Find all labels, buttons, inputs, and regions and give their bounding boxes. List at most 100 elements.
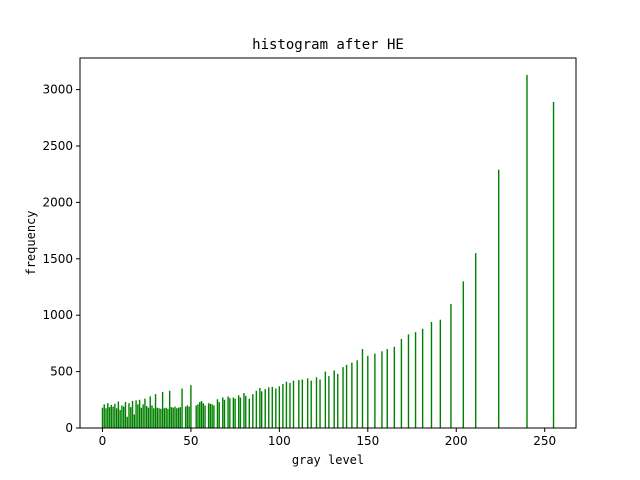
histogram-bar <box>149 396 151 428</box>
histogram-bar <box>289 382 291 428</box>
histogram-bar <box>204 405 206 428</box>
histogram-bar <box>298 380 300 428</box>
histogram-bar <box>239 397 242 428</box>
histogram-bar <box>430 321 433 428</box>
histogram-bar <box>181 388 183 428</box>
histogram-bar <box>158 408 160 428</box>
histogram-bar <box>154 394 157 428</box>
histogram-bar <box>156 407 158 428</box>
y-tick-label: 1500 <box>42 252 73 266</box>
histogram-bar <box>234 398 236 428</box>
histogram-bar <box>165 407 167 428</box>
histogram-bar <box>151 405 153 428</box>
histogram-bar <box>186 405 189 428</box>
histogram-bar <box>184 406 187 428</box>
histogram-bar <box>414 332 417 428</box>
histogram-bar <box>245 395 247 428</box>
histogram-bar <box>324 371 327 428</box>
histogram-bar <box>207 403 210 428</box>
histogram-bar <box>243 393 245 428</box>
x-axis-label: gray level <box>292 453 364 467</box>
histogram-bar <box>232 397 235 428</box>
histogram-bar <box>337 373 339 428</box>
histogram-bar <box>367 355 369 428</box>
y-ticks: 0 500 1000 1500 2000 2500 3000 <box>42 83 80 435</box>
histogram-bar <box>255 390 258 428</box>
histogram-bar <box>222 397 224 428</box>
histogram-bar <box>407 334 410 428</box>
histogram-bar <box>374 353 376 428</box>
histogram-bar <box>285 381 288 428</box>
histogram-bar <box>237 395 240 428</box>
histogram-bar <box>172 407 174 428</box>
histogram-bar <box>199 402 201 428</box>
histogram-bar <box>138 399 141 428</box>
y-tick-label: 2000 <box>42 195 73 209</box>
histogram-bar <box>110 404 113 429</box>
histogram-bar <box>174 406 176 428</box>
histogram-bar <box>268 387 270 428</box>
x-tick-label: 0 <box>99 434 107 448</box>
histogram-bar <box>197 404 199 428</box>
histogram-bar <box>259 387 261 428</box>
histogram-bar <box>135 400 137 428</box>
bars-group <box>101 74 555 429</box>
histogram-bar <box>400 338 403 428</box>
histogram-bar <box>153 408 155 428</box>
histogram-bar <box>282 384 284 428</box>
x-tick-label: 250 <box>533 434 556 448</box>
histogram-bar <box>145 406 148 428</box>
chart-title: histogram after HE <box>252 37 404 53</box>
histogram-bar <box>345 364 348 428</box>
histogram-bar <box>124 402 127 428</box>
histogram-bar <box>130 407 132 428</box>
x-ticks: 0 50 100 150 200 250 <box>99 428 556 448</box>
histogram-bar <box>498 169 500 428</box>
y-tick-label: 3000 <box>42 83 73 97</box>
x-tick-label: 150 <box>356 434 379 448</box>
histogram-bar <box>133 414 136 428</box>
histogram-bar <box>310 380 312 428</box>
histogram-bar <box>439 319 442 428</box>
y-tick-label: 500 <box>50 365 73 379</box>
x-tick-label: 50 <box>183 434 198 448</box>
x-tick-label: 200 <box>445 434 468 448</box>
histogram-bar <box>105 408 107 428</box>
y-axis-label: frequency <box>24 210 38 275</box>
histogram-bar <box>248 398 250 428</box>
histogram-bar <box>121 405 123 428</box>
histogram-bar <box>103 404 105 428</box>
axes-frame <box>79 57 577 429</box>
histogram-bar <box>107 403 109 428</box>
histogram-bar <box>114 403 116 428</box>
histogram-bar <box>351 362 353 428</box>
histogram-bar <box>260 391 263 428</box>
histogram-bar <box>195 405 197 428</box>
y-tick-label: 1000 <box>42 308 73 322</box>
histogram-bar <box>526 74 528 429</box>
histogram-bar <box>161 391 164 428</box>
histogram-bar <box>142 404 144 428</box>
x-tick-label: 100 <box>268 434 291 448</box>
histogram-bar <box>122 406 125 428</box>
histogram-bar <box>421 328 424 428</box>
histogram-bar <box>140 407 143 428</box>
histogram-bar <box>144 398 146 428</box>
histogram-bar <box>386 349 388 428</box>
histogram-bar <box>128 403 130 428</box>
histogram-bar <box>381 351 383 428</box>
histogram-bar <box>131 400 134 428</box>
histogram-bar <box>315 377 318 428</box>
histogram-bar <box>179 407 181 428</box>
histogram-bar <box>229 398 231 428</box>
histogram-bar <box>333 370 335 428</box>
histogram-bar <box>216 399 219 428</box>
histogram-bar <box>552 101 555 429</box>
histogram-bar <box>117 401 120 428</box>
histogram-bar <box>188 406 190 428</box>
histogram-bar <box>137 404 139 428</box>
histogram-bar <box>264 389 266 428</box>
histogram-bar <box>101 407 104 428</box>
